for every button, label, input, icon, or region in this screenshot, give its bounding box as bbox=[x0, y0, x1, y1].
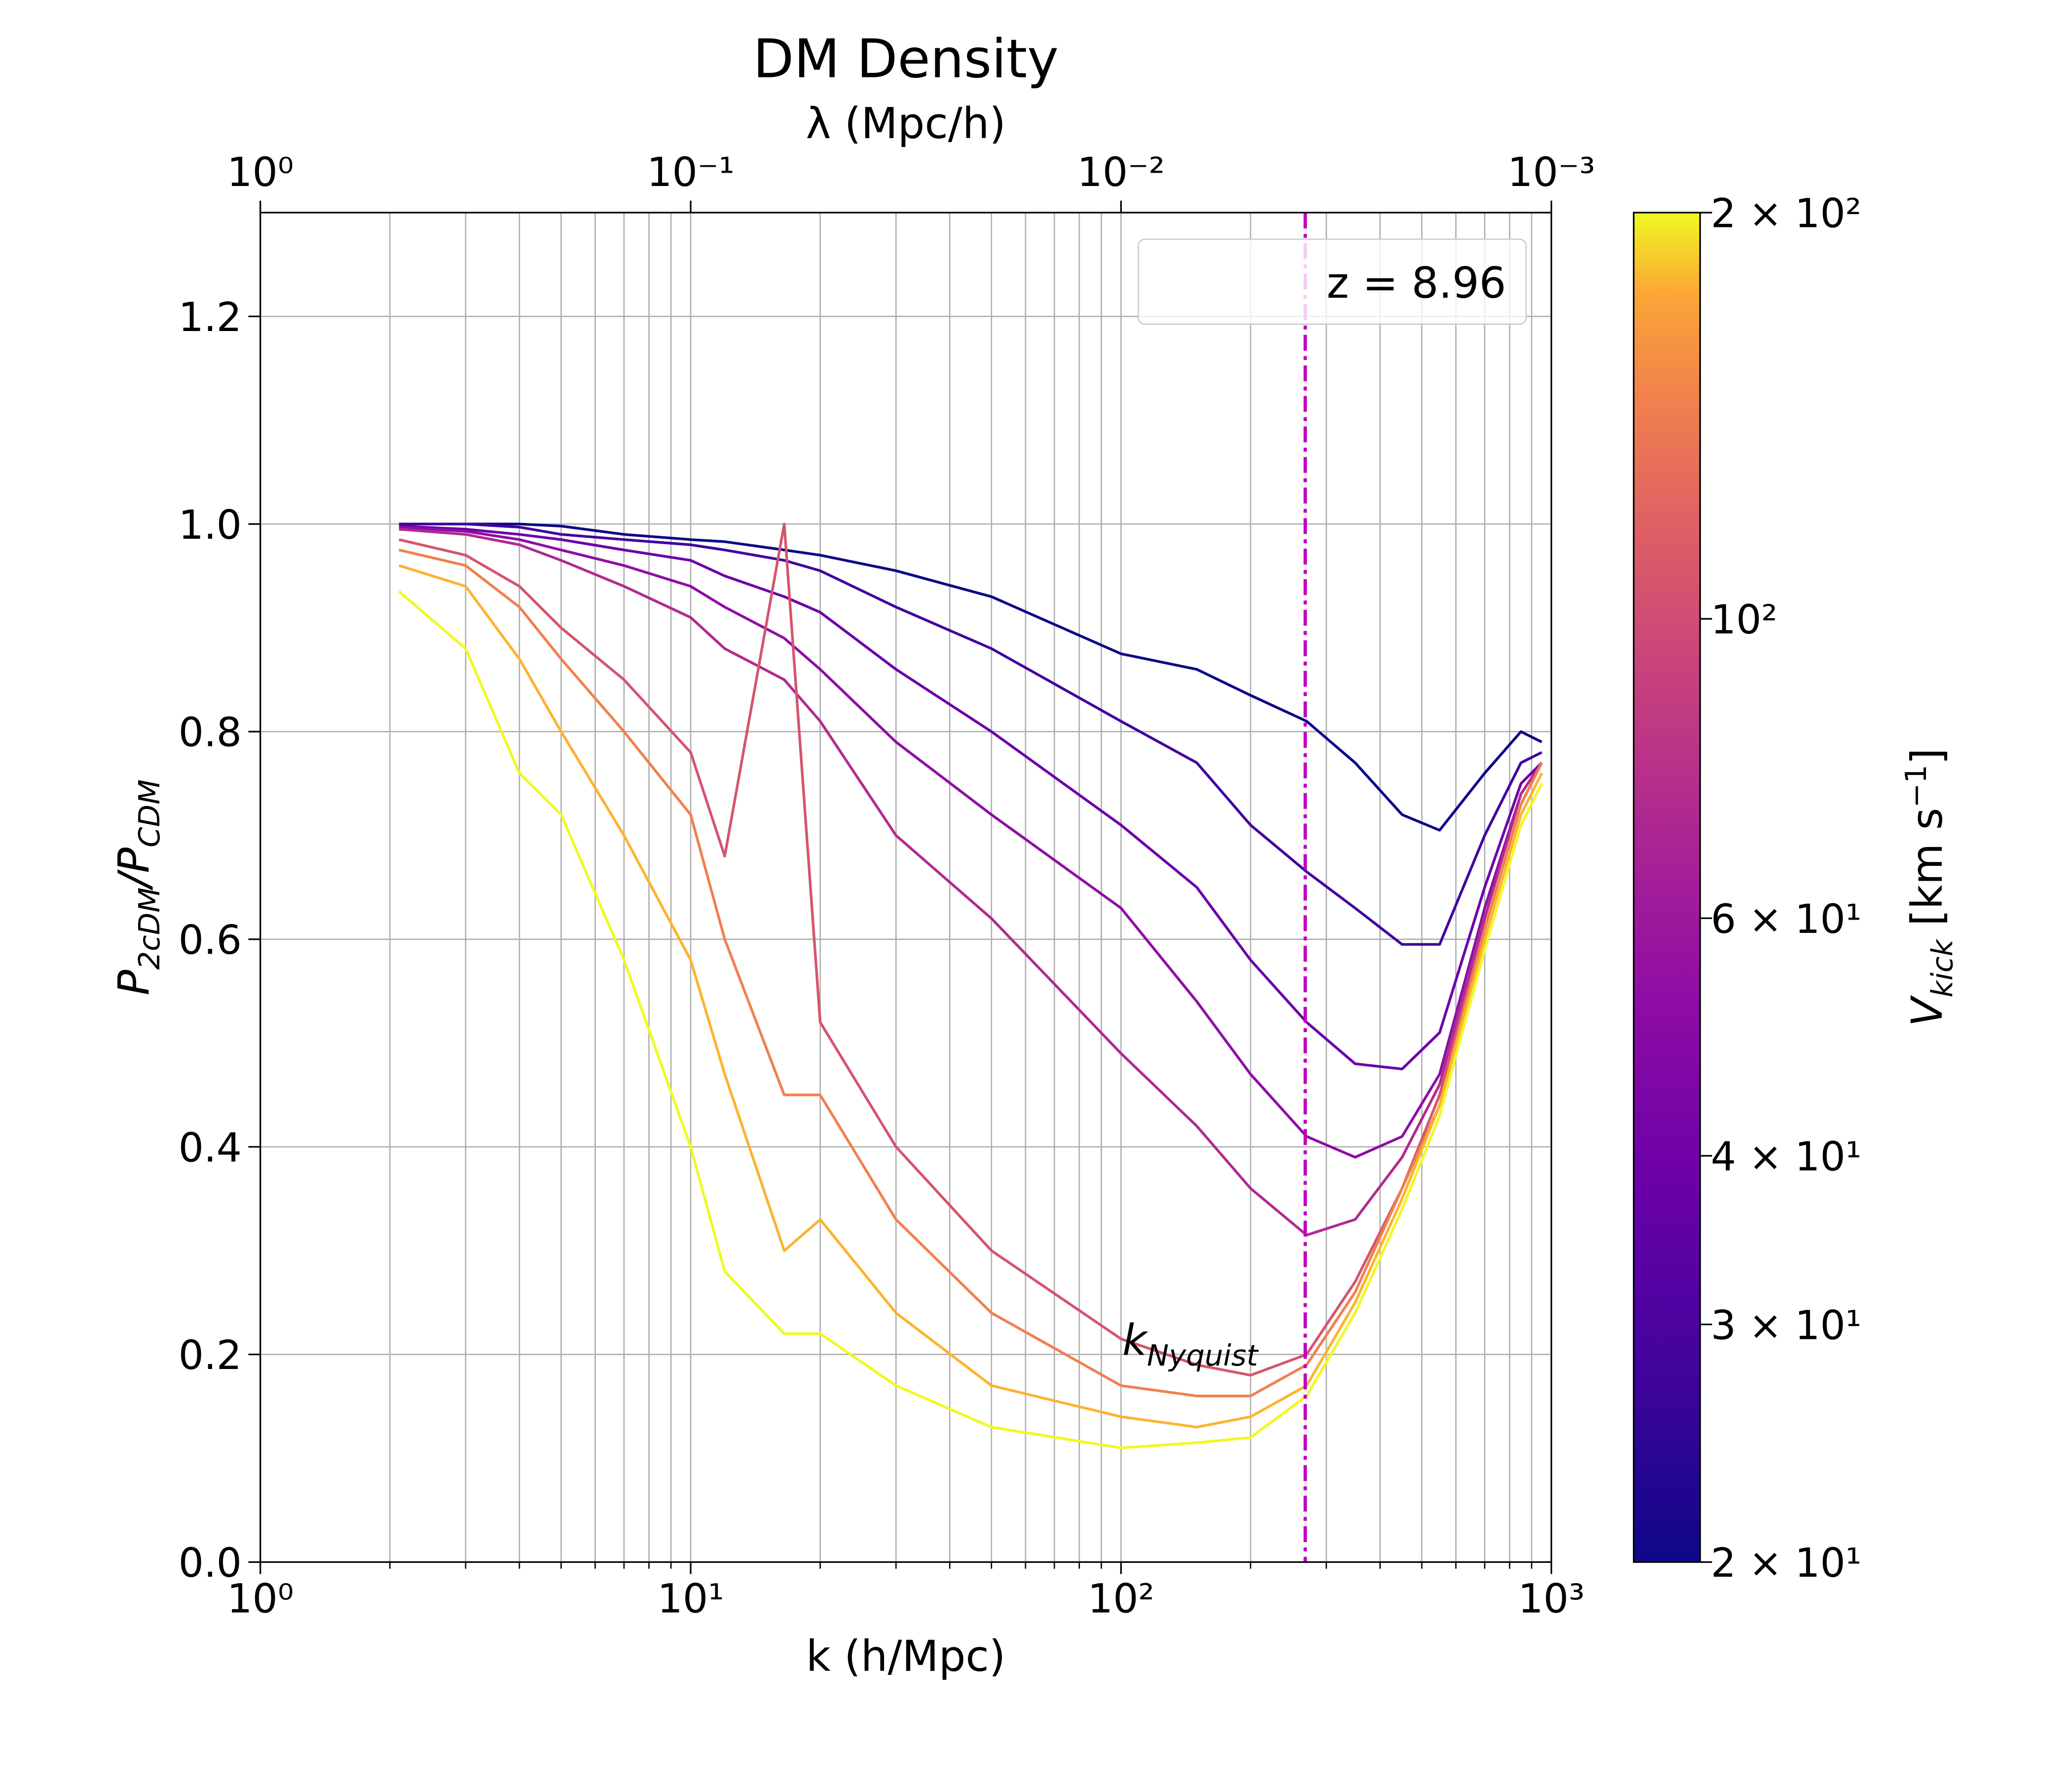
colorbar-tick-label: 4 × 10¹ bbox=[1711, 1134, 1862, 1181]
series-group bbox=[398, 522, 1543, 1449]
nyquist-label: kNyquist bbox=[1122, 1316, 1259, 1372]
colorbar-tick-label: 2 × 10¹ bbox=[1711, 1540, 1862, 1587]
x2-tick-label: 10⁰ bbox=[227, 149, 294, 196]
x-tick-label: 10⁰ bbox=[227, 1576, 294, 1623]
x2-axis-label: λ (Mpc/h) bbox=[806, 99, 1006, 148]
colorbar bbox=[1632, 212, 1701, 1563]
nyquist-label-main: k bbox=[1122, 1316, 1148, 1365]
colorbar-label-part: kick bbox=[1925, 938, 1960, 998]
data-line bbox=[399, 525, 1543, 1159]
y-tick-label: 0.6 bbox=[179, 917, 242, 963]
data-line bbox=[398, 564, 1543, 1429]
y-tick-label: 1.0 bbox=[179, 502, 242, 549]
x2-tick-label: 10⁻¹ bbox=[647, 149, 735, 196]
y-tick-label: 1.2 bbox=[179, 295, 242, 341]
x2-tick-label: 10⁻³ bbox=[1508, 149, 1595, 196]
y-label-subscript: CDM bbox=[132, 779, 166, 848]
x-tick-label: 10² bbox=[1088, 1576, 1154, 1623]
y-tick-label: 0.2 bbox=[179, 1332, 242, 1379]
y-tick-label: 0.0 bbox=[179, 1540, 242, 1587]
colorbar-label-part: V bbox=[1903, 995, 1952, 1027]
data-line bbox=[399, 522, 1543, 832]
plot-area: 10⁰ 10¹ 10² 10³ 10⁰ 10⁻¹ 10⁻² 10⁻³ 0.0 0.2 0.4 0.6 0… bbox=[110, 149, 1595, 1623]
y-tick-label: 0.4 bbox=[179, 1125, 242, 1171]
data-line bbox=[399, 522, 1543, 946]
colorbar-label-part: [km s bbox=[1903, 808, 1952, 939]
data-line bbox=[399, 524, 1543, 1071]
y-label-part: P bbox=[110, 970, 159, 996]
data-line bbox=[398, 590, 1543, 1449]
legend-box bbox=[1137, 238, 1527, 325]
colorbar-tick-label: 10² bbox=[1711, 597, 1777, 643]
plot-frame bbox=[259, 212, 1553, 1563]
y-tick-label: 0.8 bbox=[179, 710, 242, 756]
y-label-subscript: 2cDM bbox=[132, 888, 166, 970]
nyquist-label-subscript: Nyquist bbox=[1147, 1338, 1259, 1372]
x2-tick-label: 10⁻² bbox=[1077, 149, 1165, 196]
chart-title: DM Density bbox=[753, 28, 1058, 90]
data-line bbox=[399, 528, 1543, 1237]
colorbar-label-part: −1 bbox=[1899, 765, 1933, 808]
x-tick-label: 10¹ bbox=[657, 1576, 724, 1623]
colorbar-tick-label: 2 × 10² bbox=[1711, 191, 1862, 237]
colorbar-tick-label: 6 × 10¹ bbox=[1711, 896, 1862, 943]
y-label-part: /P bbox=[110, 848, 159, 891]
colorbar-label-part: ] bbox=[1903, 748, 1952, 765]
x-axis-label: k (h/Mpc) bbox=[806, 1632, 1005, 1681]
legend-text: z = 8.96 bbox=[1327, 259, 1506, 308]
data-line bbox=[399, 522, 1543, 1377]
x-tick-label: 10³ bbox=[1518, 1576, 1585, 1623]
colorbar-tick-label: 3 × 10¹ bbox=[1711, 1302, 1862, 1349]
y-axis-label: P2cDM/PCDM bbox=[110, 779, 167, 996]
colorbar-label: Vkick [km s−1] bbox=[1899, 748, 1960, 1026]
